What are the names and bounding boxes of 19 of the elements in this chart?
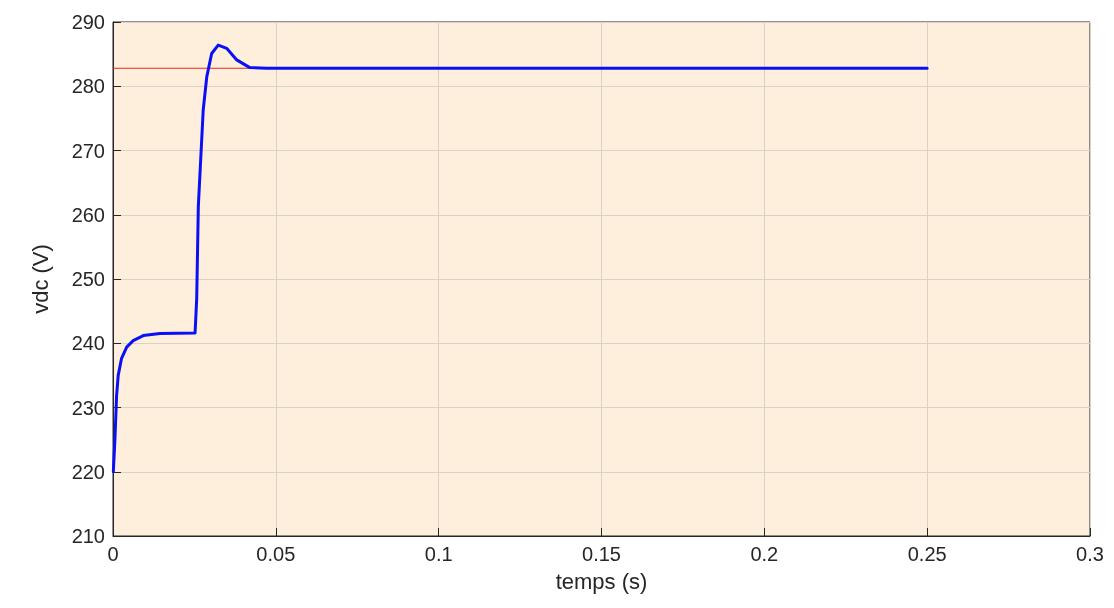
- y-axis-title: vdc (V): [27, 244, 53, 314]
- x-tick-label: 0.1: [424, 543, 453, 565]
- y-tick-label: 220: [71, 460, 105, 483]
- x-axis-title: temps (s): [555, 568, 648, 594]
- x-tick-label: 0.25: [907, 543, 947, 565]
- y-tick-label: 290: [71, 11, 105, 33]
- y-tick-label: 250: [71, 268, 105, 290]
- y-tick-label: 230: [71, 396, 105, 419]
- x-tick-label: 0.15: [582, 543, 621, 565]
- y-tick-label: 270: [71, 139, 105, 162]
- x-tick-label: 0.2: [750, 543, 779, 565]
- y-tick-label: 280: [71, 75, 105, 98]
- x-tick-label: 0.05: [256, 543, 296, 565]
- line-series: [111, 43, 929, 474]
- y-tick-label: 260: [71, 203, 105, 226]
- y-tick-label: 240: [71, 332, 105, 355]
- y-tick-label: 210: [71, 525, 105, 547]
- x-tick-label: 0: [107, 543, 119, 565]
- x-tick-label: 0.3: [1076, 543, 1104, 565]
